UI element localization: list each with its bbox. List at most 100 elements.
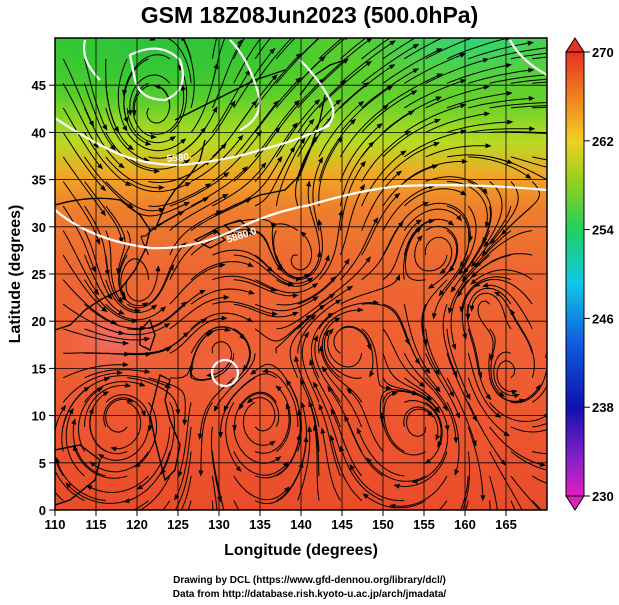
streamline (131, 500, 149, 510)
streamline (532, 156, 547, 161)
streamline (254, 38, 293, 84)
streamline (276, 38, 296, 60)
streamline-arrowhead (321, 9, 327, 15)
streamline (84, 83, 114, 148)
streamline (254, 279, 316, 294)
streamline (468, 156, 529, 178)
streamline-arrowhead (134, 308, 141, 314)
streamline-arrowhead (317, 219, 323, 226)
streamline (323, 368, 363, 428)
streamline-arrowhead (482, 282, 489, 288)
streamline (127, 303, 185, 331)
streamline (169, 109, 216, 158)
streamline-arrowhead (320, 32, 326, 38)
streamline-arrowhead (489, 238, 496, 245)
streamline (361, 45, 416, 84)
streamline-arrowhead (158, 185, 165, 191)
streamline (403, 218, 452, 256)
streamline-arrowhead (260, 162, 267, 169)
streamline-arrowhead (394, 192, 401, 199)
streamline-arrowhead (296, 28, 302, 34)
streamline (477, 230, 533, 266)
streamline (446, 402, 460, 473)
streamline (105, 303, 164, 321)
y-axis-label: Latitude (degrees) (7, 205, 24, 344)
streamline (497, 293, 533, 354)
streamline-arrowhead (306, 180, 311, 187)
streamline-arrowhead (293, 355, 299, 362)
streamline (275, 121, 313, 182)
streamline-arrowhead (300, 401, 306, 409)
streamline-arrowhead (65, 482, 72, 489)
x-tick-label: 140 (290, 517, 312, 532)
streamline-arrowhead (60, 405, 67, 412)
streamline-arrowhead (117, 370, 123, 376)
streamline (62, 279, 114, 324)
streamline-arrowhead (271, 311, 278, 317)
streamline (65, 411, 85, 477)
streamline-arrowhead (509, 308, 516, 316)
streamline-arrowhead (256, 130, 262, 137)
streamline (148, 184, 209, 207)
streamline-arrowhead (376, 123, 383, 129)
streamline (532, 81, 547, 84)
streamline (84, 384, 128, 427)
streamline-arrowhead (123, 116, 129, 124)
streamline-arrowhead (118, 237, 124, 244)
streamline (339, 187, 364, 256)
streamline (440, 230, 470, 294)
streamline-arrowhead (187, 562, 193, 568)
streamline-arrowhead (525, 173, 532, 179)
streamline-arrowhead (447, 307, 453, 314)
streamline-arrowhead (145, 28, 151, 34)
streamline (404, 399, 442, 445)
streamline-arrowhead (344, 415, 350, 422)
streamline-arrowhead (577, 545, 583, 551)
streamline-arrowhead (320, 427, 326, 434)
streamline (234, 391, 277, 428)
streamline-arrowhead (447, 220, 455, 226)
streamline (123, 54, 171, 93)
streamline (254, 102, 298, 158)
streamline-arrowhead (178, 211, 185, 216)
streamline-arrowhead (154, 168, 161, 174)
streamline (382, 353, 430, 399)
streamline-arrowhead (292, 311, 299, 317)
streamline-arrowhead (273, 100, 280, 107)
map-chart: 5880.0 5580 110 115 120 125 130 135 140 145 150 1… (7, 9, 614, 568)
streamline-arrowhead (395, 274, 400, 281)
streamline-arrowhead (147, 550, 154, 555)
streamline-arrowhead (593, 157, 599, 162)
streamline-arrowhead (314, 99, 321, 105)
streamline (468, 97, 531, 109)
streamline-arrowhead (448, 266, 455, 273)
streamline (510, 475, 541, 510)
streamline-arrowhead (317, 156, 323, 164)
streamline (62, 83, 97, 146)
streamline (331, 411, 363, 477)
streamline (254, 125, 296, 182)
streamline (361, 172, 400, 231)
streamline (425, 59, 486, 84)
streamline (62, 107, 101, 167)
streamline (314, 428, 320, 501)
streamline (489, 74, 547, 84)
streamline (333, 326, 371, 354)
streamline-arrowhead (330, 276, 337, 283)
streamline (383, 392, 405, 452)
streamline (320, 349, 363, 403)
streamline (446, 328, 470, 397)
streamline (225, 402, 240, 470)
streamline (381, 415, 426, 456)
colorbar: 270 262 254 246 238 230 (565, 37, 614, 511)
streamline-arrowhead (462, 333, 467, 340)
streamline (361, 328, 389, 389)
streamline (340, 87, 390, 133)
streamline (114, 401, 142, 450)
streamline (318, 121, 354, 182)
streamline (297, 222, 323, 281)
streamline-arrowhead (113, 533, 119, 538)
streamline-arrowhead (485, 143, 492, 149)
streamline (414, 237, 448, 272)
streamline (532, 422, 547, 428)
